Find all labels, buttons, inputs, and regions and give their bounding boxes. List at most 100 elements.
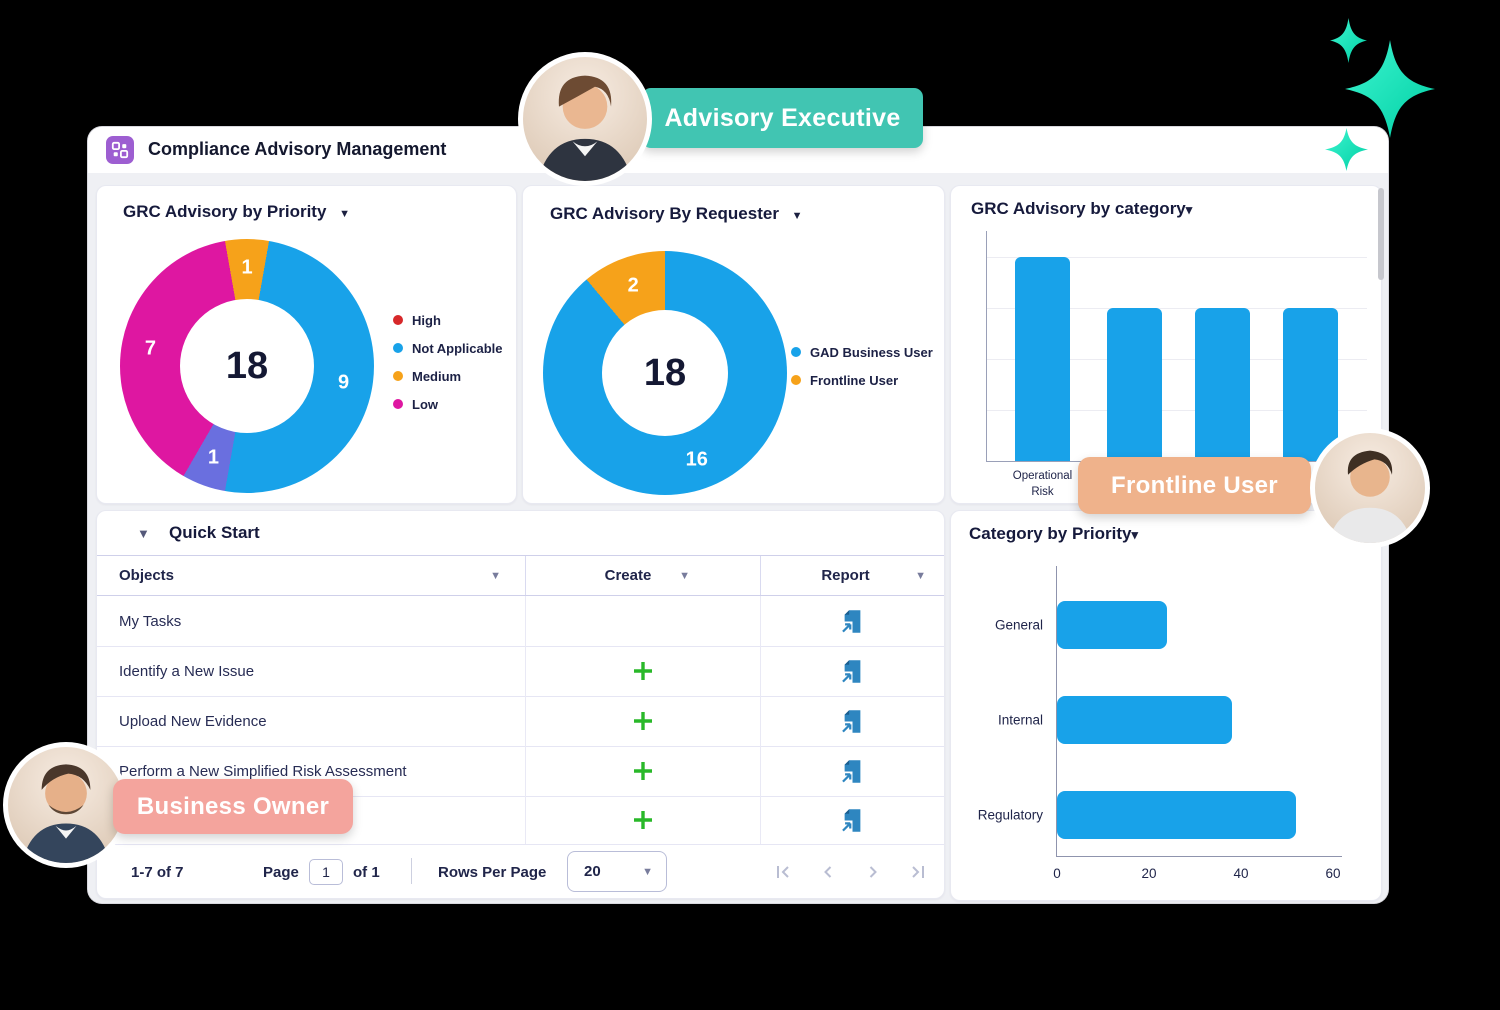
chart-legend: High Not Applicable Medium Low [393, 306, 503, 418]
legend-dot-icon [393, 315, 403, 325]
table-row: My Tasks [97, 596, 944, 647]
chevron-down-icon[interactable]: ▼ [915, 569, 926, 582]
bar-chart-category[interactable]: Operational Risk [986, 231, 1367, 498]
legend-label: Low [412, 396, 438, 412]
chevron-down-icon[interactable]: ▼ [490, 569, 501, 582]
row-range-label: 1-7 of 7 [131, 864, 184, 881]
object-label-cell: My Tasks [97, 596, 526, 646]
slice-value-label: 1 [207, 446, 220, 469]
previous-page-button[interactable] [817, 861, 839, 883]
gridline [987, 307, 1367, 309]
bar[interactable] [1057, 696, 1232, 744]
legend-item[interactable]: High [393, 306, 503, 334]
report-icon[interactable] [839, 608, 866, 635]
legend-label: High [412, 312, 441, 328]
app-header: Compliance Advisory Management [88, 127, 1388, 173]
page-number-input[interactable] [309, 859, 343, 885]
chevron-down-icon[interactable]: ▼ [791, 210, 803, 222]
quick-start-title: Quick Start [169, 523, 260, 542]
vertical-scrollbar-thumb[interactable] [1378, 188, 1384, 280]
report-icon[interactable] [839, 807, 866, 834]
create-action-cell[interactable] [526, 746, 761, 796]
bar[interactable] [1057, 601, 1168, 649]
chart-title-text: GRC Advisory By Requester [550, 204, 779, 223]
legend-dot-icon [393, 399, 403, 409]
legend-label: Not Applicable [412, 340, 503, 356]
report-action-cell[interactable] [761, 796, 944, 844]
y-axis-category-label: General [994, 617, 1043, 633]
bar-chart-category-by-priority[interactable]: General Internal Regulatory 0 20 40 60 [978, 566, 1342, 881]
donut-total-value: 18 [643, 351, 687, 394]
next-page-button[interactable] [862, 861, 884, 883]
legend-dot-icon [393, 371, 403, 381]
last-page-button[interactable] [907, 861, 929, 883]
bar[interactable] [1107, 307, 1162, 461]
create-action-cell [526, 596, 761, 646]
legend-label: Medium [412, 368, 462, 384]
table-row: Perform a New Simplified Risk Assessment [97, 746, 944, 797]
badge-label: Business Owner [136, 792, 330, 820]
x-axis-tick-label: 60 [1325, 866, 1341, 881]
plus-icon[interactable] [631, 709, 655, 733]
legend-item[interactable]: GAD Business User [791, 338, 933, 366]
report-action-cell[interactable] [761, 746, 944, 796]
rows-per-page-label: Rows Per Page [438, 864, 547, 881]
legend-dot-icon [791, 347, 801, 357]
chart-title-text: GRC Advisory by Priority [123, 202, 327, 221]
rows-per-page-select[interactable]: 20 ▼ [567, 851, 667, 892]
report-action-cell[interactable] [761, 646, 944, 696]
plus-icon[interactable] [631, 759, 655, 783]
chart-title: GRC Advisory by category▾ [971, 199, 1192, 219]
column-header-objects[interactable]: Objects ▼ [97, 556, 526, 595]
slice-value-label: 1 [241, 256, 253, 279]
donut-chart-requester[interactable]: 18 2 16 [543, 251, 787, 495]
legend-item[interactable]: Low [393, 390, 503, 418]
report-icon[interactable] [839, 708, 866, 735]
plus-icon[interactable] [631, 808, 655, 832]
x-axis-tick-label: 40 [1233, 866, 1249, 881]
collapse-triangle-icon[interactable]: ▼ [137, 526, 150, 541]
chart-title-text: Category by Priority [969, 524, 1132, 543]
x-axis-category-label: Operational Risk [1012, 470, 1073, 498]
chevron-down-icon[interactable]: ▼ [339, 208, 351, 220]
bar[interactable] [1195, 307, 1250, 461]
card-category-by-priority: Category by Priority▾ General Internal Reg… [950, 510, 1382, 901]
chevron-down-icon[interactable]: ▾ [1131, 527, 1139, 542]
chevron-down-icon[interactable]: ▾ [1185, 202, 1193, 217]
business-owner-photo [3, 742, 129, 868]
advisory-executive-badge: Advisory Executive [642, 88, 923, 148]
page-title: Compliance Advisory Management [148, 139, 447, 159]
report-action-cell[interactable] [761, 596, 944, 646]
legend-item[interactable]: Frontline User [791, 366, 933, 394]
legend-item[interactable]: Not Applicable [393, 334, 503, 362]
create-action-cell[interactable] [526, 646, 761, 696]
bar[interactable] [1283, 307, 1338, 461]
bar[interactable] [1057, 791, 1297, 839]
chevron-down-icon[interactable]: ▼ [679, 569, 690, 582]
quick-start-table-header: Objects ▼ Create ▼ Report ▼ [97, 555, 944, 596]
donut-chart-priority[interactable]: 18 1 9 1 7 [120, 239, 374, 493]
gridline [987, 256, 1367, 258]
y-axis-category-label: Regulatory [977, 807, 1043, 823]
chart-legend: GAD Business User Frontline User [791, 338, 933, 394]
badge-label: Frontline User [1111, 471, 1278, 499]
sparkle-icon [1345, 40, 1435, 138]
gridline [987, 358, 1367, 360]
page-label: Page [263, 864, 299, 881]
report-action-cell[interactable] [761, 696, 944, 746]
column-header-create[interactable]: Create ▼ [526, 556, 761, 595]
table-row: Upload New Evidence [97, 696, 944, 747]
footer-divider [411, 858, 412, 884]
first-page-button[interactable] [772, 861, 794, 883]
plus-icon[interactable] [631, 659, 655, 683]
legend-item[interactable]: Medium [393, 362, 503, 390]
bar[interactable] [1015, 256, 1070, 461]
create-action-cell[interactable] [526, 796, 761, 844]
report-icon[interactable] [839, 658, 866, 685]
create-action-cell[interactable] [526, 696, 761, 746]
column-header-report[interactable]: Report ▼ [761, 556, 944, 595]
business-owner-badge: Business Owner [113, 779, 353, 834]
report-icon[interactable] [839, 758, 866, 785]
donut-hole [180, 299, 314, 433]
